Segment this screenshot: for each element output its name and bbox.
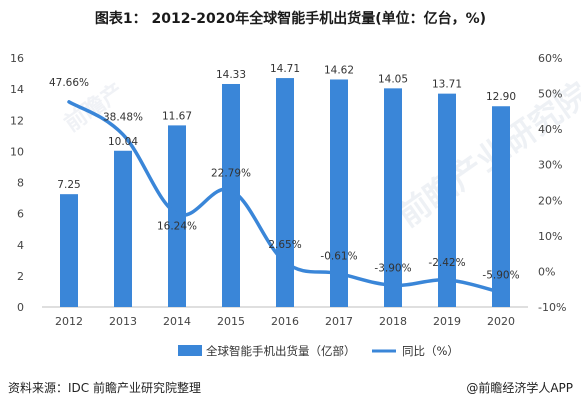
y-right-tick-label: 50% (538, 88, 562, 101)
y-right-tick-label: 10% (538, 230, 562, 243)
line-data-label: 2.65% (268, 239, 301, 251)
bar (384, 88, 402, 307)
bar (168, 125, 186, 308)
y-right-tick-label: -10% (538, 301, 566, 314)
x-tick-label: 2014 (163, 315, 191, 328)
line-data-label: -2.42% (428, 257, 465, 269)
y-left-tick-label: 2 (17, 270, 24, 283)
y-right-tick-label: 0% (538, 265, 555, 278)
y-left-tick-label: 0 (17, 301, 24, 314)
y-left-tick-label: 8 (17, 177, 24, 190)
bar-data-label: 7.25 (57, 179, 80, 191)
x-tick-label: 2018 (379, 315, 407, 328)
chart-title: 图表1： 2012-2020年全球智能手机出货量(单位：亿台，%) (94, 11, 487, 27)
bar-data-label: 12.90 (486, 91, 516, 103)
footer-source: 资料来源：IDC 前瞻产业研究院整理 (8, 381, 201, 395)
line-data-label: 38.48% (103, 112, 143, 124)
bars-layer (60, 78, 510, 308)
legend-bar-swatch (178, 345, 202, 356)
footer-credit: @前瞻经济学人APP (466, 381, 573, 395)
x-tick-label: 2020 (487, 315, 515, 328)
bar-data-label: 13.71 (432, 79, 462, 91)
y-left-tick-label: 4 (17, 239, 24, 252)
bar-data-label: 14.71 (270, 63, 300, 75)
bar (114, 150, 132, 307)
bar-data-label: 11.67 (162, 110, 192, 122)
y-right-tick-label: 60% (538, 52, 562, 65)
y-left-tick-label: 6 (17, 208, 24, 221)
y-right-tick-label: 30% (538, 159, 562, 172)
bar-data-label: 10.04 (108, 136, 138, 148)
line-data-label: -5.90% (482, 269, 519, 281)
line-data-label: -3.90% (374, 262, 411, 274)
bar-data-label: 14.33 (216, 69, 246, 81)
x-tick-label: 2012 (55, 315, 83, 328)
y-left-tick-label: 10 (10, 145, 24, 158)
y-left-tick-label: 16 (10, 52, 24, 65)
bar (492, 106, 510, 308)
y-right-tick-label: 40% (538, 123, 562, 136)
bar (276, 78, 294, 307)
line-data-label: 16.24% (157, 221, 197, 233)
legend: 全球智能手机出货量（亿部） 同比（%） (178, 344, 459, 358)
bar (330, 79, 348, 307)
bar-data-label: 14.05 (378, 73, 408, 85)
yoy-line (67, 100, 503, 295)
line-data-label: -0.61% (320, 251, 357, 263)
y-right-tick-label: 20% (538, 194, 562, 207)
legend-bar-label: 全球智能手机出货量（亿部） (206, 344, 356, 358)
x-tick-label: 2016 (271, 315, 299, 328)
y-left-tick-label: 14 (10, 83, 24, 96)
line-data-label: 22.79% (211, 167, 251, 179)
bar (438, 93, 456, 307)
bar-data-label: 14.62 (324, 64, 354, 76)
x-tick-label: 2017 (325, 315, 353, 328)
x-tick-label: 2019 (433, 315, 461, 328)
axes: 0 2 4 6 8 10 12 14 16 -10% 0% 10% 20% 30% 40% 50% 60% 201… (10, 52, 566, 328)
line-data-label: 47.66% (49, 77, 89, 89)
line-layer (67, 100, 503, 295)
bar (60, 194, 78, 307)
legend-line-label: 同比（%） (402, 344, 459, 358)
x-tick-label: 2015 (217, 315, 245, 328)
labels-layer: 7.25 10.04 11.67 14.33 14.71 14.62 14.05 13.71 1… (49, 63, 520, 281)
y-left-tick-label: 12 (10, 114, 24, 127)
x-tick-label: 2013 (109, 315, 137, 328)
bar (222, 83, 240, 307)
